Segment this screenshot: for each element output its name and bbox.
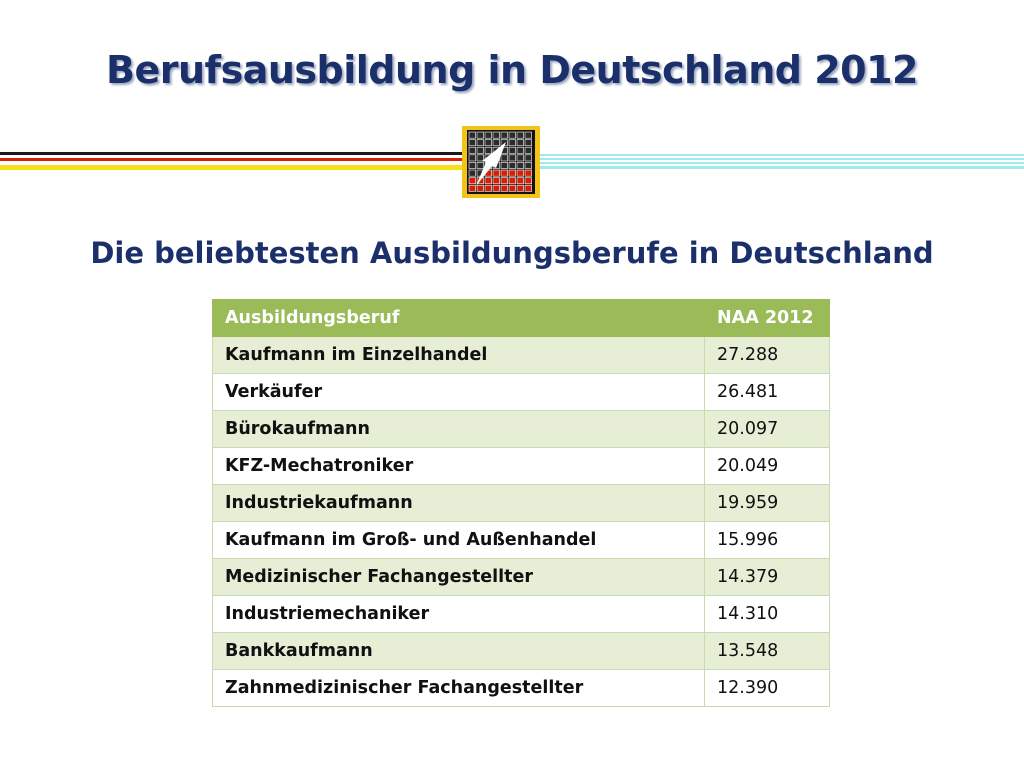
table-row: Industriemechaniker 14.310 xyxy=(212,595,830,633)
occupation-cell: Industriemechaniker xyxy=(212,595,705,633)
table-row: Bankkaufmann 13.548 xyxy=(212,632,830,670)
value-cell: 26.481 xyxy=(704,373,830,411)
table-row: Medizinischer Fachangestellter 14.379 xyxy=(212,558,830,596)
table-row: Kaufmann im Einzelhandel 27.288 xyxy=(212,336,830,374)
occupation-cell: Zahnmedizinischer Fachangestellter xyxy=(212,669,705,707)
occupation-cell: Bürokaufmann xyxy=(212,410,705,448)
table-header-row: Ausbildungsberuf NAA 2012 xyxy=(212,299,830,337)
occupation-cell: Industriekaufmann xyxy=(212,484,705,522)
column-header-occupation: Ausbildungsberuf xyxy=(212,299,705,337)
value-cell: 14.379 xyxy=(704,558,830,596)
cyan-stripe xyxy=(540,158,1024,160)
occupation-cell: Verkäufer xyxy=(212,373,705,411)
value-cell: 20.097 xyxy=(704,410,830,448)
occupation-cell: KFZ-Mechatroniker xyxy=(212,447,705,485)
table-row: KFZ-Mechatroniker 20.049 xyxy=(212,447,830,485)
cyan-stripe xyxy=(540,166,1024,169)
flag-stripe-gold xyxy=(0,165,462,170)
table-row: Zahnmedizinischer Fachangestellter 12.39… xyxy=(212,669,830,707)
occupation-cell: Bankkaufmann xyxy=(212,632,705,670)
column-header-naa-2012: NAA 2012 xyxy=(704,299,830,337)
occupations-table: Ausbildungsberuf NAA 2012 Kaufmann im Ei… xyxy=(212,299,830,707)
value-cell: 20.049 xyxy=(704,447,830,485)
occupation-cell: Kaufmann im Groß- und Außenhandel xyxy=(212,521,705,559)
flag-stripe-black xyxy=(0,152,462,155)
cyan-stripe xyxy=(540,162,1024,164)
slide-title: Berufsausbildung in Deutschland 2012 xyxy=(106,48,918,92)
slide-subtitle: Die beliebtesten Ausbildungsberufe in De… xyxy=(90,236,934,270)
value-cell: 13.548 xyxy=(704,632,830,670)
grid-arrow-emblem-icon xyxy=(462,126,540,198)
value-cell: 15.996 xyxy=(704,521,830,559)
table-row: Industriekaufmann 19.959 xyxy=(212,484,830,522)
table-row: Bürokaufmann 20.097 xyxy=(212,410,830,448)
value-cell: 27.288 xyxy=(704,336,830,374)
value-cell: 14.310 xyxy=(704,595,830,633)
table-row: Kaufmann im Groß- und Außenhandel 15.996 xyxy=(212,521,830,559)
value-cell: 12.390 xyxy=(704,669,830,707)
occupation-cell: Medizinischer Fachangestellter xyxy=(212,558,705,596)
cyan-stripe xyxy=(540,154,1024,156)
value-cell: 19.959 xyxy=(704,484,830,522)
occupation-cell: Kaufmann im Einzelhandel xyxy=(212,336,705,374)
table-row: Verkäufer 26.481 xyxy=(212,373,830,411)
flag-stripe-red xyxy=(0,158,462,161)
